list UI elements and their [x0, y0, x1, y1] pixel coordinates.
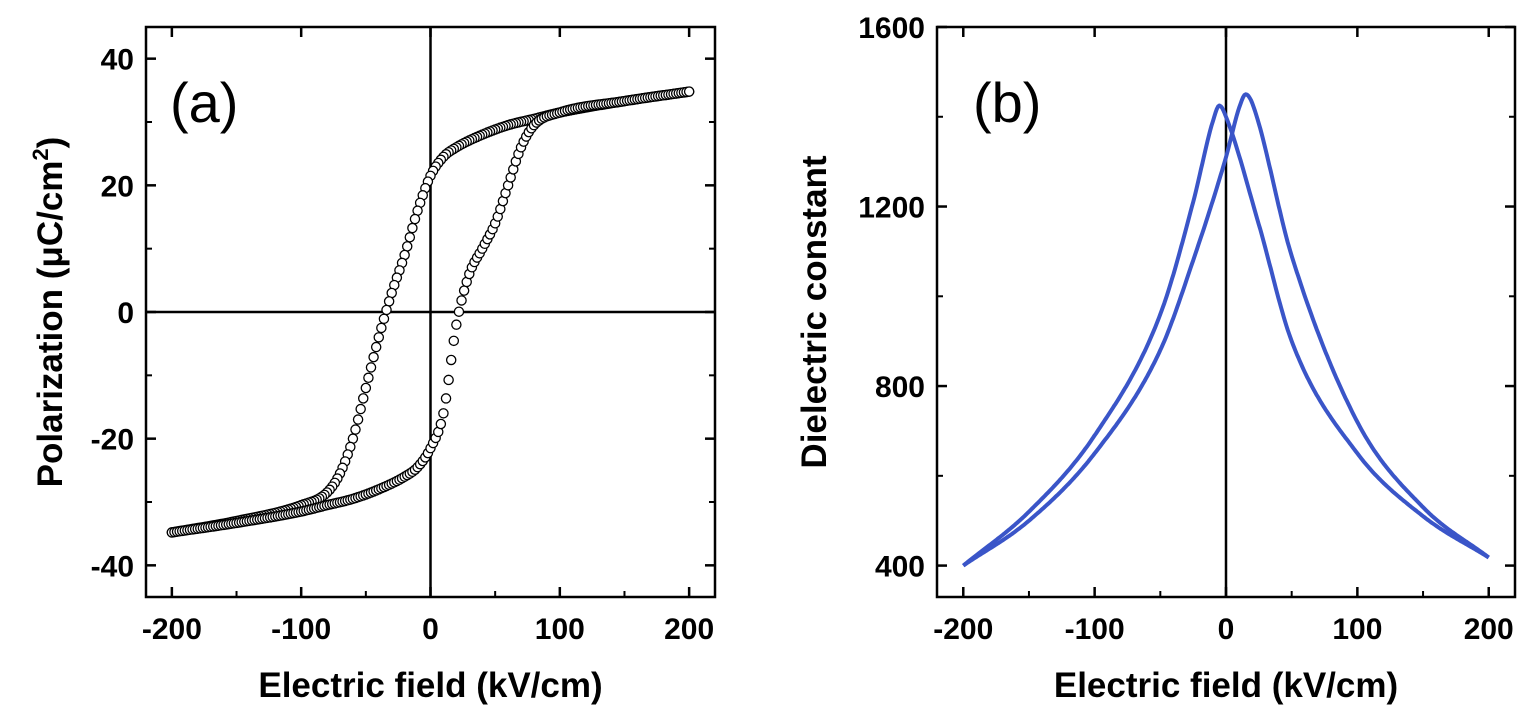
panel-b-y-tick-label: 800	[875, 371, 925, 404]
panel-a-x-tick-label: -200	[142, 613, 202, 646]
panel-a-data-point-descending	[360, 382, 372, 394]
panel-b-curve-peak-left	[962, 103, 1490, 568]
panel-a-data-point-descending	[365, 362, 377, 373]
panel-a-data-point-ascending	[435, 418, 447, 430]
panel-a-label: (a)	[170, 71, 238, 134]
panel-a-data-point-descending	[376, 322, 387, 334]
panel-a-data-point-descending	[381, 304, 392, 316]
panel-a-data-point-descending	[383, 296, 395, 307]
panel-a-data-point-ascending	[683, 86, 695, 97]
panel-b-label: (b)	[973, 71, 1041, 134]
panel-b-x-tick-label: 0	[1218, 613, 1235, 646]
panel-b-curve-peak-right	[962, 92, 1490, 568]
panel-a-y-tick-label: 0	[117, 297, 134, 330]
panel-a-data-point-ascending	[443, 374, 454, 386]
panel-a-y-tick-label: 40	[101, 44, 134, 77]
panel-a-data-point-descending	[370, 341, 382, 353]
panel-a-data-point-ascending	[453, 306, 465, 317]
panel-b-y-tick-label: 1600	[858, 12, 925, 45]
panel-b-y-axis-label: Dielectric constant	[795, 155, 834, 468]
panel-a-data-point-descending	[368, 351, 379, 363]
panel-a-data-point-ascending	[440, 393, 452, 404]
panel-a-data-point-descending	[355, 403, 366, 415]
panel-a-x-tick-label: 0	[422, 613, 439, 646]
panel-a-data-point-descending	[378, 313, 390, 325]
panel-b-x-tick-label: -100	[1065, 613, 1125, 646]
panel-a-data-point-descending	[373, 332, 385, 343]
panel-a-x-axis-label: Electric field (kV/cm)	[258, 666, 602, 705]
panel-a-data-point-descending	[350, 424, 361, 435]
panel-b-x-tick-label: 200	[1464, 613, 1514, 646]
panel-a-data-point-descending	[407, 222, 418, 234]
panel-a-y-axis-label-main: Polarization (μC/cm	[31, 161, 70, 488]
panel-a-x-tick-label: 100	[535, 613, 585, 646]
panel-a-data-point-descending	[363, 372, 374, 384]
panel-a-data-point-ascending	[458, 285, 470, 296]
panel-a-data-point-descending	[409, 213, 421, 225]
panel-a-y-axis-label: Polarization (μC/cm2)	[28, 137, 70, 488]
panel-a-y-axis-label-close: )	[31, 137, 70, 149]
panel-a-data-point-ascending	[456, 295, 467, 306]
panel-b-x-tick-label: -200	[933, 613, 993, 646]
panel-a-x-tick-label: 200	[664, 613, 714, 646]
panel-a-data-point-ascending	[451, 319, 462, 330]
panel-b-y-tick-label: 1200	[858, 192, 925, 225]
panel-a-data-point-descending	[404, 232, 416, 243]
panel-a-data-point-ascending	[445, 354, 457, 366]
panel-a-y-axis-label-sup: 2	[28, 148, 53, 160]
panel-b-y-tick-label: 400	[875, 551, 925, 584]
panel-a-x-tick-label: -100	[271, 613, 331, 646]
panel-b-x-axis-label: Electric field (kV/cm)	[1054, 666, 1398, 705]
panel-a-data-point-descending	[358, 393, 369, 404]
panel-a-y-tick-label: 20	[101, 170, 134, 203]
panel-a-data-point-descending	[352, 414, 364, 425]
panel-b-x-tick-label: 100	[1332, 613, 1382, 646]
panel-a-y-tick-label: -40	[91, 550, 134, 583]
panel-a-data-point-descending	[401, 241, 413, 252]
panel-a-data-point-ascending	[448, 335, 460, 347]
panel-b: -200 -100 0 100 200 400 800 1200 1600 Electric fi…	[795, 12, 1517, 705]
panel-a-y-tick-label: -20	[91, 424, 134, 457]
panel-a-data-point-ascending	[438, 408, 449, 419]
